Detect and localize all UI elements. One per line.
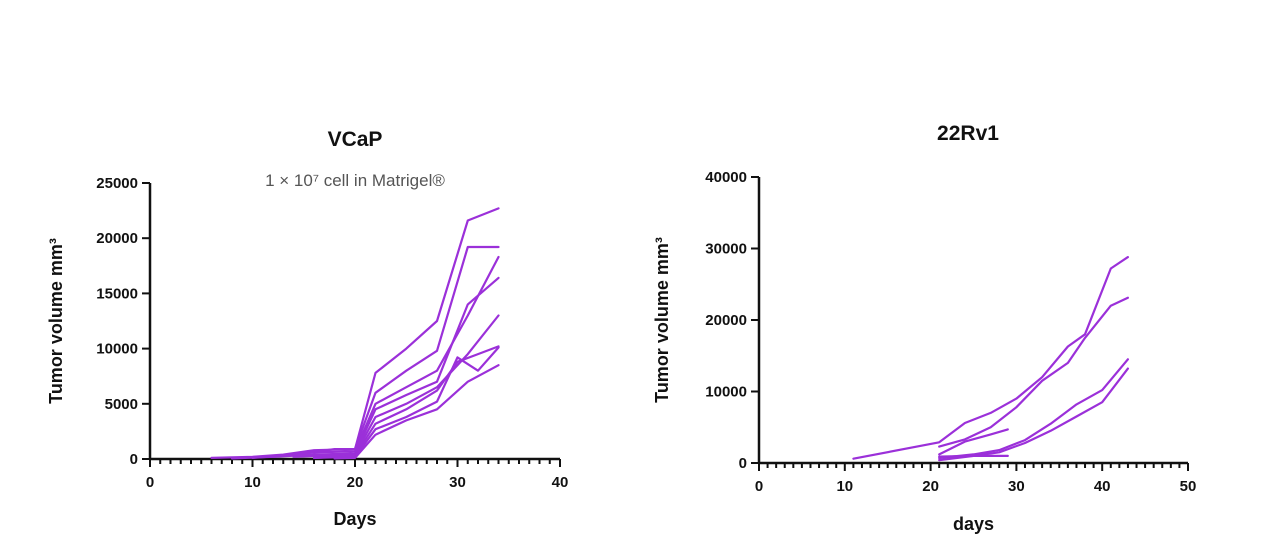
y-axis-label: Tumor volume mm³ xyxy=(652,237,672,403)
y-tick-label: 25000 xyxy=(96,175,138,192)
series-line-5 xyxy=(292,314,500,458)
y-tick-label: 10000 xyxy=(96,341,138,358)
x-axis-label: days xyxy=(953,514,994,534)
x-tick-label: 30 xyxy=(449,474,466,491)
x-tick-label: 30 xyxy=(1008,478,1025,495)
y-tick-label: 20000 xyxy=(705,312,747,329)
series-line-5 xyxy=(938,367,1130,462)
series-line-2 xyxy=(938,296,1130,448)
x-tick-label: 10 xyxy=(836,478,853,495)
series-line-6 xyxy=(938,454,1009,458)
y-tick-label: 40000 xyxy=(705,169,747,186)
22rv1-chart: 22Rv1 0 10 20 30 40 50 0 10000 20000 30000 40000 day… xyxy=(652,122,1196,534)
series-line-3 xyxy=(251,255,500,459)
x-tick-label: 50 xyxy=(1180,478,1197,495)
series-line-4 xyxy=(938,358,1130,460)
vcap-chart: VCaP 1 × 10⁷ cell in Matrigel® 0 10 20 30 40 0 5… xyxy=(46,128,568,529)
series-line-4 xyxy=(271,276,500,458)
chart-title: VCaP xyxy=(328,128,383,151)
chart-title: 22Rv1 xyxy=(937,122,999,145)
x-tick-label: 40 xyxy=(552,474,569,491)
y-tick-label: 30000 xyxy=(705,241,747,258)
y-tick-label: 15000 xyxy=(96,285,138,302)
y-axis-label: Tumor volume mm³ xyxy=(46,238,66,404)
series-line-8 xyxy=(333,364,500,460)
x-tick-label: 40 xyxy=(1094,478,1111,495)
series-line-3 xyxy=(938,428,1009,456)
y-tick-label: 0 xyxy=(130,451,138,468)
x-axis-label: Days xyxy=(333,509,376,529)
y-tick-label: 5000 xyxy=(105,396,138,413)
chart-subtitle: 1 × 10⁷ cell in Matrigel® xyxy=(265,171,445,190)
y-tick-label: 10000 xyxy=(705,384,747,401)
x-tick-label: 0 xyxy=(146,474,154,491)
x-tick-label: 0 xyxy=(755,478,763,495)
series-line-7 xyxy=(312,346,500,459)
series-line-6 xyxy=(312,345,500,459)
y-tick-label: 20000 xyxy=(96,230,138,247)
x-tick-label: 20 xyxy=(922,478,939,495)
series-line-1 xyxy=(852,256,1130,460)
y-tick-label: 0 xyxy=(739,455,747,472)
x-tick-label: 10 xyxy=(244,474,261,491)
x-tick-label: 20 xyxy=(347,474,364,491)
